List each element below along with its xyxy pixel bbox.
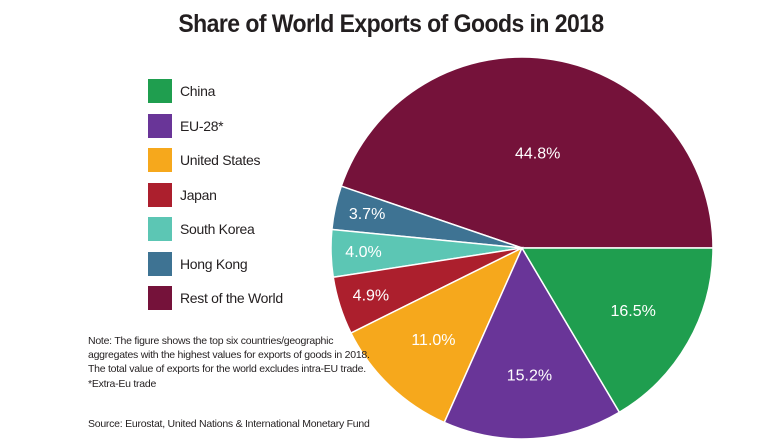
legend-swatch: [148, 286, 172, 311]
legend-label: China: [180, 83, 216, 100]
legend-swatch: [148, 79, 172, 104]
slice-label: 3.7%: [349, 206, 385, 223]
legend-label: Hong Kong: [180, 255, 248, 272]
chart-note: Note: The figure shows the top six count…: [88, 335, 370, 390]
legend-swatch: [148, 251, 172, 276]
legend-label: Rest of the World: [180, 290, 283, 307]
legend-label: Japan: [180, 186, 217, 203]
slice-label: 16.5%: [611, 303, 656, 320]
pie-slice: [520, 247, 714, 414]
slice-label: 15.2%: [507, 367, 552, 384]
chart-source: Source: Eurostat, United Nations & Inter…: [88, 418, 370, 430]
pie-slice: [340, 56, 714, 249]
legend-swatch: [148, 217, 172, 242]
legend-item: Hong Kong: [148, 247, 283, 282]
legend-label: South Korea: [180, 221, 255, 238]
legend-item: United States: [148, 143, 283, 178]
legend-item: South Korea: [148, 212, 283, 247]
pie-slice: [443, 246, 621, 440]
slice-label: 4.0%: [345, 244, 381, 261]
chart-title: Share of World Exports of Goods in 2018: [178, 10, 604, 38]
slice-label: 11.0%: [411, 332, 455, 349]
legend-item: EU-28*: [148, 109, 283, 144]
chart-legend: China EU-28* United States Japan South Korea…: [148, 74, 283, 316]
legend-swatch: [148, 182, 172, 207]
slice-label: 44.8%: [515, 145, 560, 162]
legend-item: Rest of the World: [148, 281, 283, 316]
slice-label: 4.9%: [353, 287, 389, 304]
pie-slice: [349, 246, 524, 424]
legend-label: EU-28*: [180, 117, 224, 134]
legend-item: China: [148, 74, 283, 109]
legend-label: United States: [180, 152, 261, 169]
legend-swatch: [148, 148, 172, 173]
legend-item: Japan: [148, 178, 283, 213]
legend-swatch: [148, 113, 172, 138]
